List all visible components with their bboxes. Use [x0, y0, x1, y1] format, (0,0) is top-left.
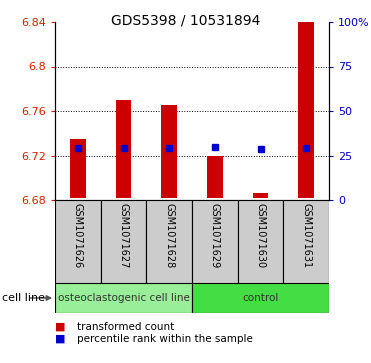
Bar [283, 200, 329, 283]
Bar [115, 100, 131, 198]
Bar [161, 105, 177, 198]
Text: GSM1071629: GSM1071629 [210, 203, 220, 269]
Bar [70, 139, 86, 198]
Text: GSM1071630: GSM1071630 [256, 203, 266, 269]
Bar [192, 283, 329, 313]
Text: GSM1071628: GSM1071628 [164, 203, 174, 269]
Text: ■: ■ [55, 334, 66, 344]
Text: percentile rank within the sample: percentile rank within the sample [77, 334, 253, 344]
Bar [298, 22, 314, 198]
Text: osteoclastogenic cell line: osteoclastogenic cell line [58, 293, 190, 303]
Text: cell line: cell line [2, 293, 45, 303]
Bar [146, 200, 192, 283]
Bar [192, 200, 238, 283]
Text: GSM1071626: GSM1071626 [73, 203, 83, 269]
Text: ■: ■ [55, 322, 66, 332]
Bar [55, 283, 192, 313]
Bar [101, 200, 146, 283]
Text: GSM1071627: GSM1071627 [118, 203, 128, 269]
Bar [253, 193, 269, 198]
Bar [55, 200, 101, 283]
Text: control: control [242, 293, 279, 303]
Bar [207, 155, 223, 198]
Text: transformed count: transformed count [77, 322, 174, 332]
Text: GSM1071631: GSM1071631 [301, 203, 311, 269]
Text: GDS5398 / 10531894: GDS5398 / 10531894 [111, 14, 260, 28]
Bar [238, 200, 283, 283]
